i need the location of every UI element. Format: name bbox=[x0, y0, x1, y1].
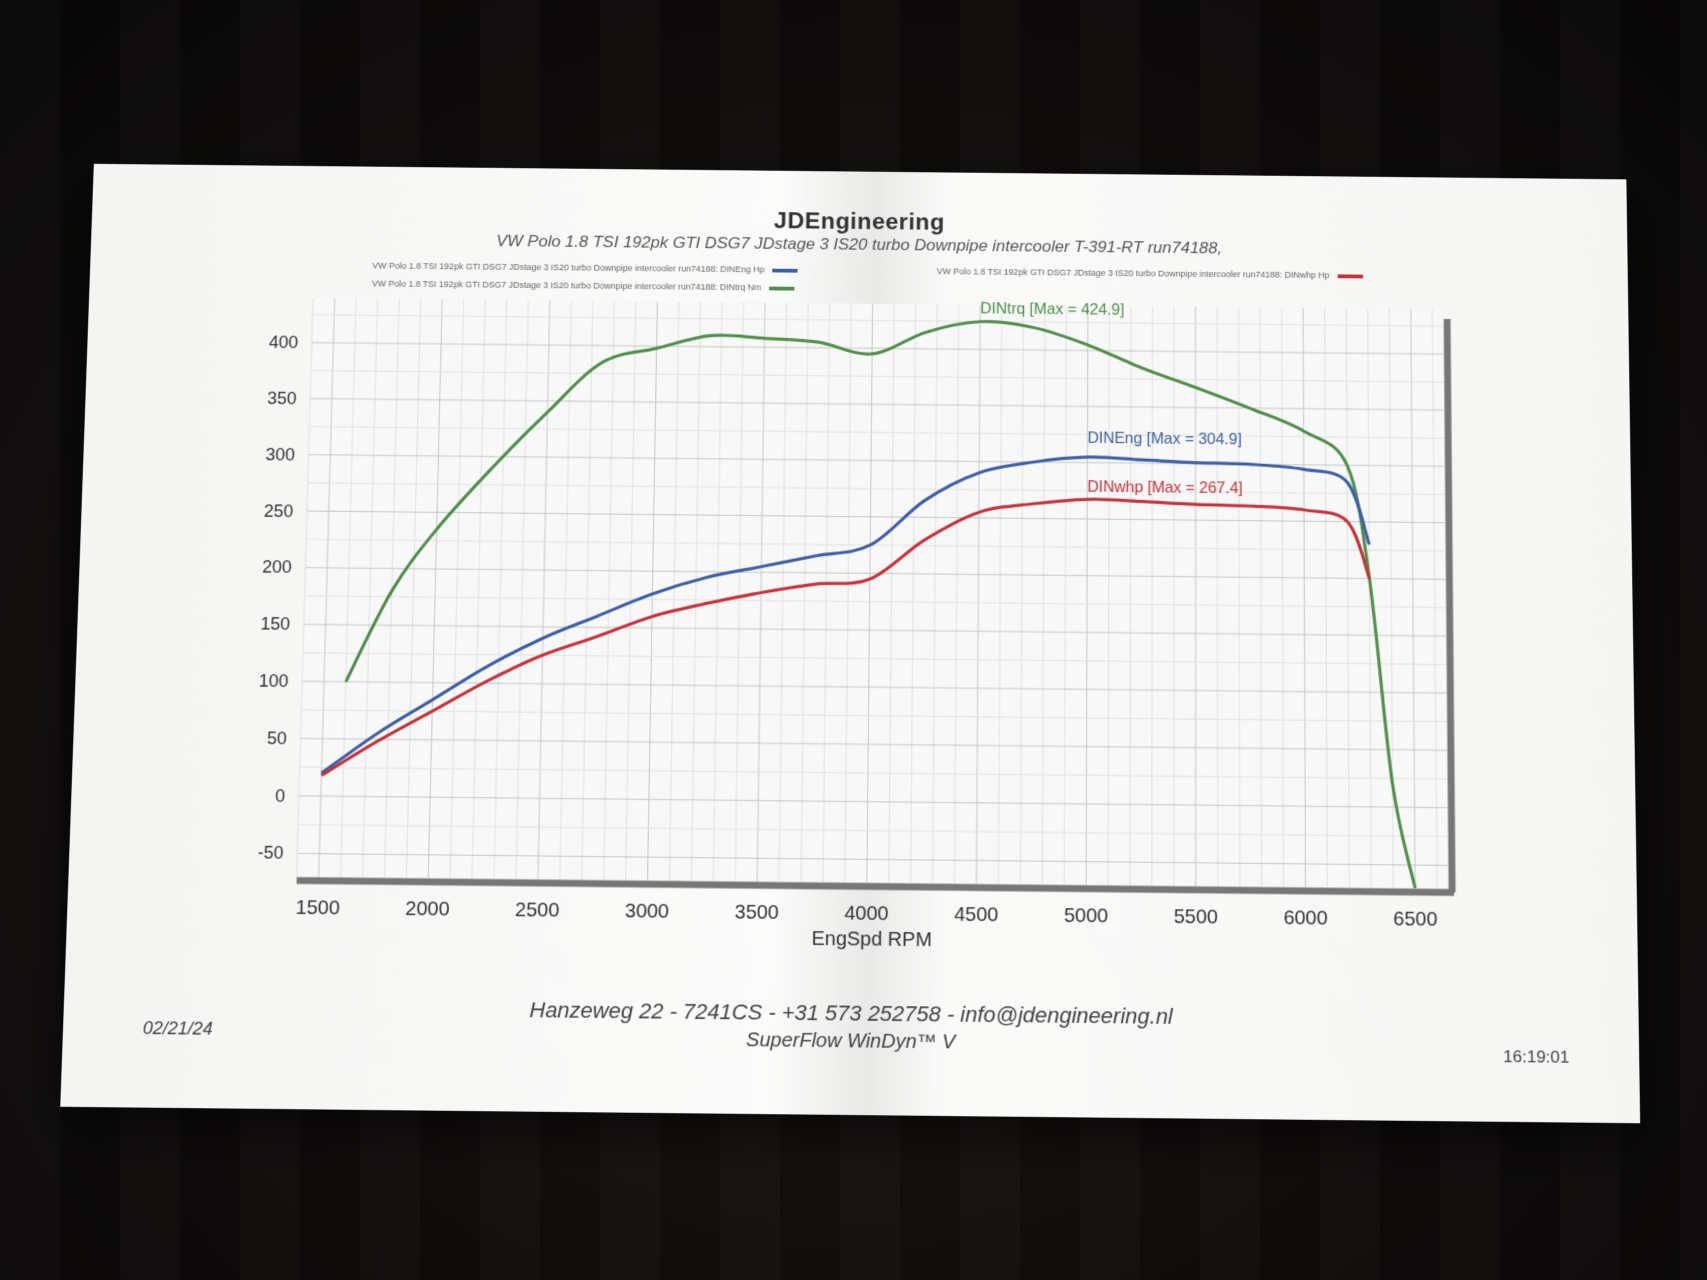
series-label-dinwhp: DINwhp [Max = 267.4] bbox=[1087, 479, 1242, 497]
y-tick-label: 150 bbox=[260, 614, 290, 634]
x-tick-label: 2000 bbox=[405, 898, 450, 920]
right-axis-line bbox=[1447, 319, 1452, 892]
y-tick-label: 0 bbox=[275, 786, 286, 806]
dyno-chart: 1500 2000 2500 3000 3500 4000 4500 5000 5500 6000… bbox=[215, 269, 1509, 978]
print-time: 16:19:01 bbox=[1503, 1047, 1569, 1068]
plot-area bbox=[297, 298, 1448, 888]
dyno-printout: JDEngineering VW Polo 1.8 TSI 192pk GTI … bbox=[60, 164, 1640, 1123]
x-tick-label: 4500 bbox=[954, 904, 998, 926]
chart-grid bbox=[297, 298, 1448, 888]
x-tick-label: 3500 bbox=[734, 901, 779, 923]
x-tick-label: 3000 bbox=[625, 900, 670, 922]
series-label-dintrq: DINtrq [Max = 424.9] bbox=[980, 301, 1124, 319]
x-tick-label: 2500 bbox=[515, 899, 560, 921]
x-tick-label: 5000 bbox=[1064, 905, 1108, 927]
grid-line-vertical bbox=[1152, 307, 1153, 886]
legend-swatch bbox=[772, 268, 797, 272]
y-tick-label: 250 bbox=[264, 501, 294, 521]
x-axis-label: EngSpd RPM bbox=[811, 928, 932, 951]
series-label-dineng: DINEng [Max = 304.9] bbox=[1087, 430, 1241, 448]
legend-swatch bbox=[1337, 274, 1362, 278]
y-tick-label: 200 bbox=[262, 557, 292, 577]
y-tick-label: 50 bbox=[267, 728, 287, 748]
x-tick-label: 6500 bbox=[1393, 908, 1437, 930]
y-tick-label: 100 bbox=[259, 671, 289, 691]
x-tick-label: 1500 bbox=[295, 897, 340, 919]
print-date: 02/21/24 bbox=[142, 1018, 213, 1040]
x-tick-label: 5500 bbox=[1174, 906, 1218, 928]
x-tick-label: 6000 bbox=[1283, 907, 1327, 929]
y-tick-label: 300 bbox=[265, 444, 295, 464]
y-tick-label: 400 bbox=[269, 332, 299, 352]
y-tick-label: 350 bbox=[267, 388, 297, 408]
x-tick-label: 4000 bbox=[844, 903, 888, 925]
y-tick-label: -50 bbox=[257, 843, 284, 863]
